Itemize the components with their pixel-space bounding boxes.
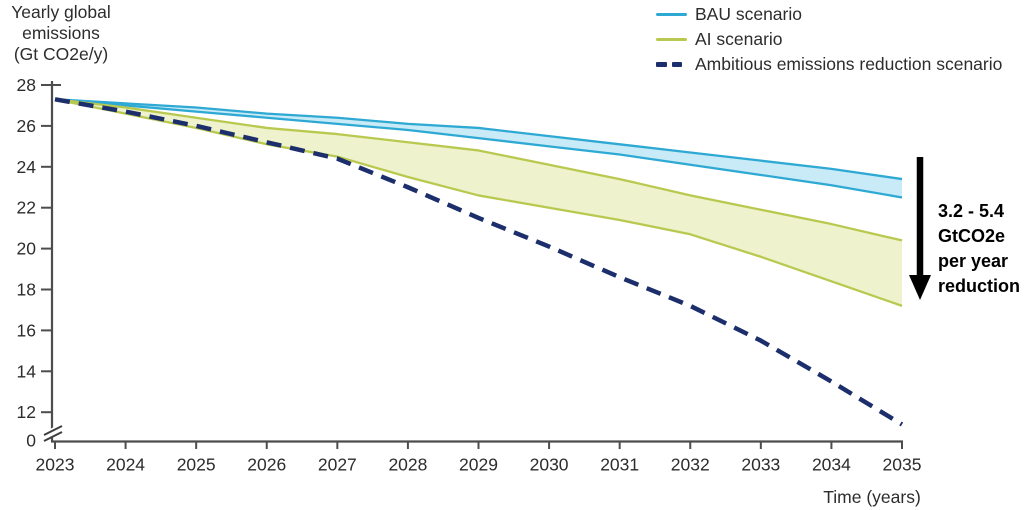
x-tick-label: 2027 xyxy=(318,455,357,475)
legend-item-ambitious: Ambitious emissions reduction scenario xyxy=(656,52,1002,77)
x-tick-label: 2030 xyxy=(530,455,569,475)
x-tick-label: 2026 xyxy=(247,455,286,475)
ambitious-scenario-dashed-line xyxy=(54,97,904,427)
y-tick-label: 24 xyxy=(17,157,37,177)
ai-scenario-upper-line xyxy=(54,98,903,242)
y-tick-label: 20 xyxy=(17,239,37,259)
y-axis-title-line: (Gt CO2e/y) xyxy=(13,44,109,64)
y-tick-label: 16 xyxy=(17,320,36,340)
x-axis-title: Time (years) xyxy=(823,487,921,507)
legend: BAU scenario AI scenario Ambitious emiss… xyxy=(656,2,1002,77)
x-tick-label: 2031 xyxy=(600,455,639,475)
annotation-line: 3.2 - 5.4 xyxy=(938,201,1005,221)
x-tick-label: 2028 xyxy=(388,455,427,475)
x-tick-label: 2029 xyxy=(459,455,498,475)
x-tick-label: 2025 xyxy=(177,455,216,475)
y-tick-label: 18 xyxy=(17,280,36,300)
reduction-annotation: 3.2 - 5.4 GtCO2e per year reduction xyxy=(938,199,1024,299)
bau-scenario-lower-line xyxy=(54,98,903,199)
y-tick-label: 22 xyxy=(17,198,36,218)
x-tick-label: 2033 xyxy=(741,455,780,475)
annotation-line: reduction xyxy=(938,276,1021,296)
y-axis-title: Yearly global emissions (Gt CO2e/y) xyxy=(0,2,122,65)
x-tick-label: 2024 xyxy=(106,455,145,475)
axis-break-mark xyxy=(43,425,63,436)
legend-item-ai: AI scenario xyxy=(656,27,1002,52)
y-tick-label: 28 xyxy=(17,75,36,95)
legend-label: Ambitious emissions reduction scenario xyxy=(695,54,1003,74)
down-arrow-icon xyxy=(909,275,931,300)
legend-item-bau: BAU scenario xyxy=(656,2,1002,27)
annotation-line: per year xyxy=(938,251,1009,271)
dashed-line-swatch-icon xyxy=(656,62,687,67)
ai-line-swatch-icon xyxy=(656,37,687,42)
y-tick-label: 14 xyxy=(17,361,37,381)
legend-label: AI scenario xyxy=(695,29,783,49)
bau-scenario-upper-line xyxy=(54,98,903,181)
y-tick-label: 12 xyxy=(17,402,36,422)
legend-label: BAU scenario xyxy=(695,4,802,24)
x-tick-label: 2032 xyxy=(671,455,710,475)
y-zero-label: 0 xyxy=(26,431,36,451)
annotation-line: GtCO2e xyxy=(938,226,1006,246)
bau-line-swatch-icon xyxy=(656,12,687,17)
axis-break-mark xyxy=(43,431,63,442)
y-axis-title-line: emissions xyxy=(22,23,100,43)
x-tick-label: 2023 xyxy=(36,455,75,475)
x-tick-label: 2034 xyxy=(812,455,851,475)
y-tick-label: 26 xyxy=(17,116,36,136)
x-tick-label: 2035 xyxy=(883,455,922,475)
y-axis-title-line: Yearly global xyxy=(11,2,111,22)
